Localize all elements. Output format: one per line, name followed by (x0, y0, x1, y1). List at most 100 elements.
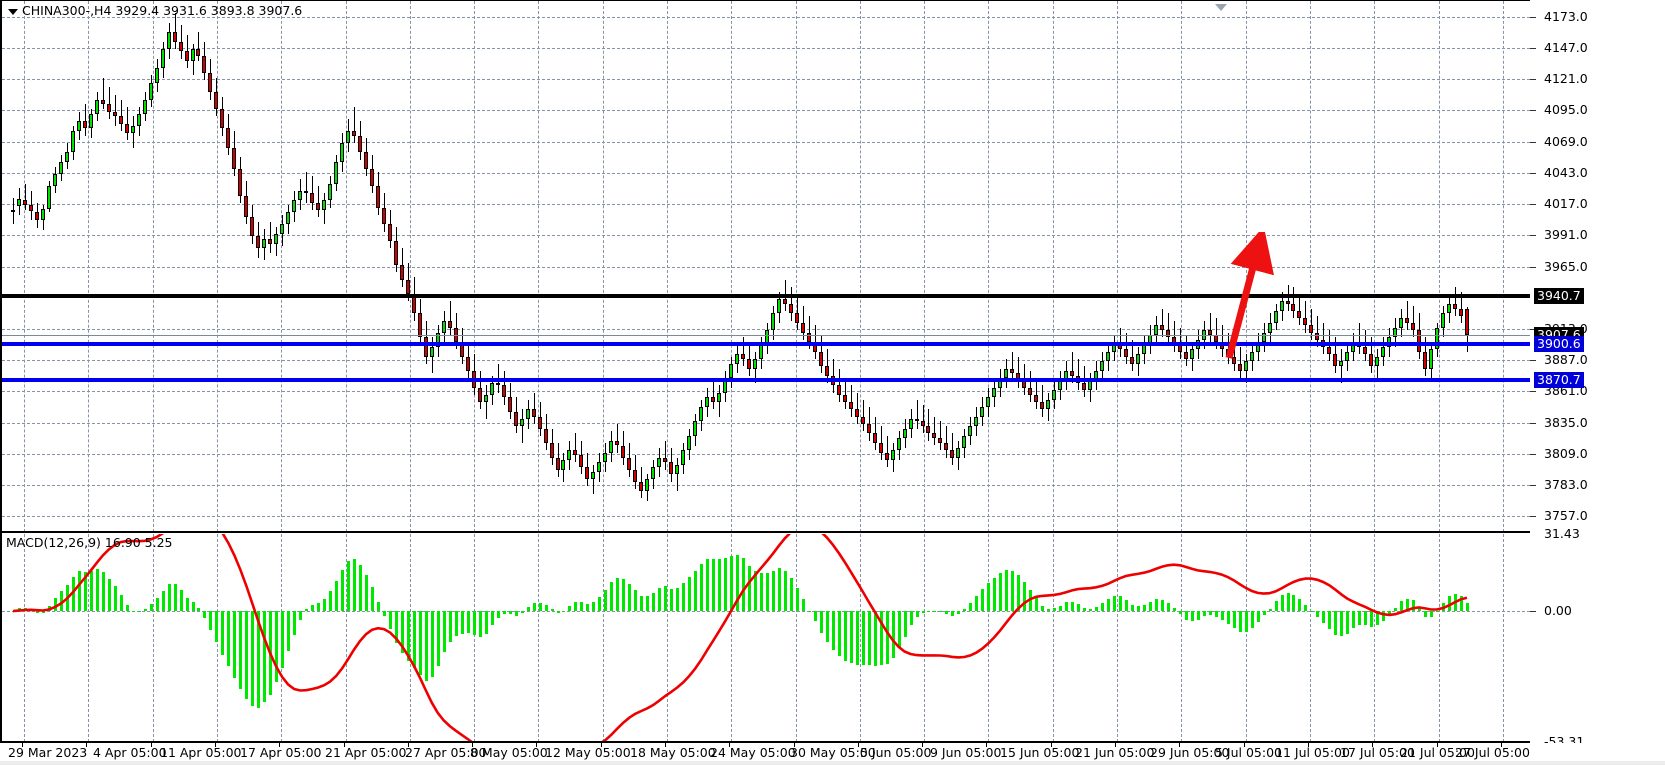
time-axis-tick (665, 743, 666, 747)
frame-top-border (0, 0, 1530, 1)
candle-wick (522, 409, 523, 444)
candle-wick (175, 13, 176, 50)
macd-histogram-bar (1155, 599, 1158, 612)
grid-line-v (1181, 1, 1182, 532)
macd-axis-label: 0.00 (1544, 603, 1572, 619)
candle-body (657, 457, 661, 468)
candle-body (550, 443, 554, 458)
macd-histogram-bar (1460, 595, 1463, 612)
macd-histogram-bar (251, 611, 254, 706)
grid-line-h (2, 110, 1530, 112)
time-axis-label: 18 May 05:00 (630, 745, 716, 760)
macd-histogram-bar (1334, 611, 1337, 635)
time-axis-label: 17 Apr 05:00 (240, 745, 322, 760)
price-chart-pane[interactable] (2, 1, 1530, 532)
macd-histogram-bar (347, 561, 350, 612)
candle-body (208, 73, 212, 93)
candle-body (83, 121, 87, 129)
candle-body (496, 383, 500, 386)
candle-body (1244, 361, 1248, 372)
grid-line-h (2, 204, 1530, 206)
macd-histogram-bar (1245, 611, 1248, 632)
candle-body (424, 337, 428, 357)
macd-histogram-bar (1167, 603, 1170, 612)
macd-histogram-bar (1436, 611, 1439, 613)
macd-histogram-bar (1089, 608, 1092, 612)
price-axis-tick (1530, 391, 1536, 392)
candle-body (1268, 322, 1272, 333)
candle-body (41, 208, 45, 220)
macd-histogram-bar (84, 572, 87, 612)
candle-body (753, 359, 757, 369)
price-scale[interactable]: 4173.0 4147.0 4121.0 4095.0 4069.0 4043.0 4017… (1530, 0, 1665, 749)
level-line-3900.6[interactable] (2, 341, 1530, 346)
candle-wick (1210, 313, 1211, 343)
candle-body (645, 479, 649, 492)
grid-line-v (1117, 1, 1118, 532)
candle-body (1363, 346, 1367, 355)
macd-histogram-bar (515, 611, 518, 617)
macd-histogram-bar (497, 611, 500, 618)
candle-body (1100, 361, 1104, 372)
candle-body (11, 210, 15, 213)
candle-wick (121, 99, 122, 131)
candle-wick (923, 404, 924, 434)
candle-body (232, 147, 236, 170)
candle-body (711, 397, 715, 403)
time-axis-label: 11 Apr 05:00 (160, 745, 242, 760)
macd-indicator-pane[interactable] (2, 534, 1530, 742)
candle-body (759, 344, 763, 359)
macd-histogram-bar (1143, 604, 1146, 612)
macd-histogram-bar (509, 611, 512, 615)
candle-wick (1012, 351, 1013, 381)
macd-histogram-bar (473, 611, 476, 636)
candle-body (185, 51, 189, 62)
candle-body (1274, 310, 1278, 323)
macd-histogram-bar (1047, 608, 1050, 612)
candle-wick (115, 94, 116, 126)
time-axis-label: 27 Apr 05:00 (405, 745, 487, 760)
pane-collapse-marker-icon[interactable] (1215, 4, 1227, 11)
macd-histogram-bar (790, 578, 793, 612)
macd-histogram-bar (1023, 582, 1026, 612)
level-line-3940.7[interactable] (2, 293, 1530, 298)
price-axis-tick (1530, 17, 1536, 18)
time-scale[interactable]: 29 Mar 2023 4 Apr 05:00 11 Apr 05:00 17 Apr… (0, 743, 1665, 765)
candle-body (173, 32, 177, 42)
collapse-caret-icon[interactable] (8, 8, 18, 15)
macd-histogram-bar (1382, 611, 1385, 621)
time-axis-tick (215, 743, 216, 747)
macd-histogram-bar (718, 559, 721, 612)
grid-line-v (1503, 534, 1504, 742)
price-axis-tick (1530, 48, 1536, 49)
last-price-line[interactable] (2, 334, 1530, 336)
candle-body (370, 169, 374, 186)
price-axis-label: 4043.0 (1544, 164, 1588, 180)
candle-body (65, 152, 69, 162)
candle-body (585, 467, 589, 480)
price-badge-3940.7[interactable]: 3940.7 (1534, 287, 1584, 304)
candle-body (1465, 309, 1469, 336)
macd-histogram-bar (586, 603, 589, 612)
candle-body (256, 236, 260, 249)
candle-wick (617, 423, 618, 453)
macd-histogram-bar (933, 611, 936, 613)
macd-histogram-bar (168, 583, 171, 612)
macd-histogram-bar (42, 611, 45, 613)
macd-histogram-bar (1209, 611, 1212, 615)
grid-line-v (24, 534, 25, 742)
candle-wick (1078, 359, 1079, 391)
candle-body (430, 346, 434, 357)
macd-histogram-bar (993, 577, 996, 612)
macd-histogram-bar (389, 611, 392, 630)
candle-wick (1359, 322, 1360, 355)
price-badge-3900.6[interactable]: 3900.6 (1534, 335, 1584, 352)
time-axis-tick (794, 743, 795, 747)
level-line-3870.7[interactable] (2, 377, 1530, 382)
candle-body (735, 354, 739, 364)
candle-wick (743, 337, 744, 367)
macd-histogram-bar (892, 611, 895, 658)
price-badge-3870.7[interactable]: 3870.7 (1534, 371, 1584, 388)
bullish-arrow-annotation[interactable] (1205, 232, 1295, 362)
time-axis-label: 29 Mar 2023 (8, 745, 88, 760)
